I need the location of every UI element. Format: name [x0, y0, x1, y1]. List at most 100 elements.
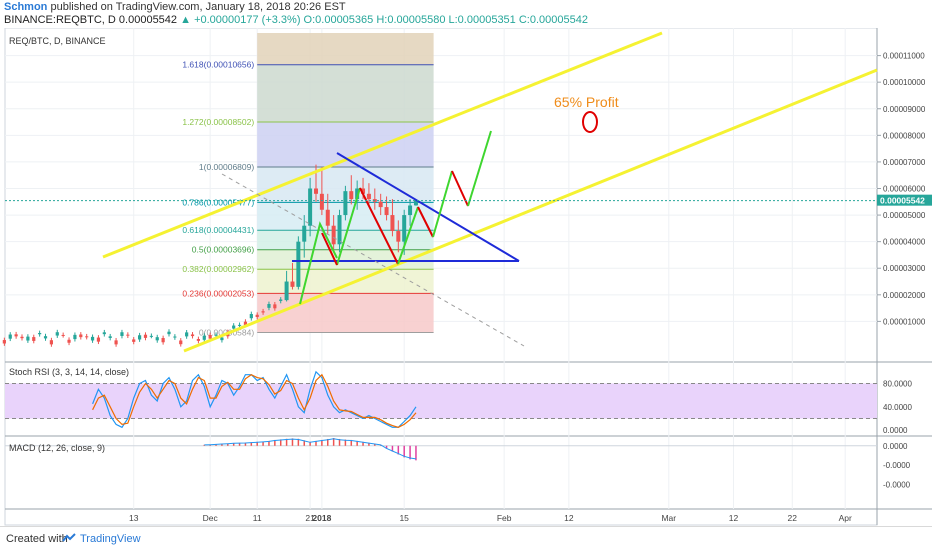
- candle-body: [384, 207, 389, 216]
- green-up-leg-3: [397, 206, 419, 265]
- historic-candle-body: [26, 336, 30, 341]
- channel-lower-line[interactable]: [183, 68, 878, 353]
- candle-body: [408, 205, 413, 216]
- stoch-band-fill: [5, 383, 877, 419]
- time-tick-label: 2018: [312, 513, 331, 523]
- candlestick-series: [284, 164, 418, 302]
- channel-upper-line[interactable]: [102, 31, 663, 259]
- green-up-leg-5: [467, 130, 492, 207]
- historic-candle-body: [249, 314, 253, 319]
- historic-candle-body: [161, 338, 165, 343]
- header-bar: Schmon published on TradingView.com, Jan…: [0, 0, 932, 28]
- profit-circle-marker: [582, 111, 598, 133]
- trend-guide-dashed: [221, 173, 525, 347]
- stoch-tick-label: 0.0000: [883, 426, 908, 435]
- price-tick-label: 0.00010000: [883, 78, 926, 87]
- stoch-series-line-2: [92, 373, 417, 428]
- macd-title: MACD (12, 26, close, 9): [9, 443, 105, 453]
- triangle-upper-line[interactable]: [336, 152, 520, 262]
- publish-info: published on TradingView.com, January 18…: [50, 1, 346, 13]
- time-tick-label: Dec: [203, 513, 219, 523]
- price-tick-label: 0.00002000: [883, 291, 926, 300]
- fib-level-label-0.236: 0.236(0.00002053): [182, 288, 254, 298]
- historic-candle-body: [261, 311, 265, 313]
- candle-body: [390, 215, 395, 232]
- red-down-leg-1: [321, 232, 338, 266]
- price-tick-label: 0.00006000: [883, 184, 926, 193]
- candle-body: [413, 200, 418, 206]
- price-tick-label: 0.00003000: [883, 264, 926, 273]
- stoch-rsi-pane[interactable]: 80.0000 40.0000 0.0000: [5, 370, 912, 435]
- historic-candle-body: [190, 334, 195, 337]
- time-tick-label: 22: [788, 513, 798, 523]
- fib-level-label-1: 1(0.00006809): [199, 162, 254, 172]
- historic-candle-body: [38, 333, 42, 335]
- historic-candle-body: [143, 334, 148, 338]
- candle-body: [402, 215, 407, 242]
- historic-candle-body: [90, 336, 95, 341]
- fib-level-label-0.618: 0.618(0.00004431): [182, 225, 254, 235]
- candle-body: [314, 188, 318, 194]
- chart-canvas[interactable]: 0(0.00000584)0.236(0.00002053)0.382(0.00…: [0, 28, 932, 526]
- time-tick-label: Apr: [839, 513, 852, 523]
- macd-pane[interactable]: 0.0000 -0.0000 -0.0000: [5, 438, 911, 490]
- footer-bar: Created with TradingView: [0, 526, 932, 551]
- fib-level-label-0.382: 0.382(0.00002962): [182, 264, 254, 274]
- red-down-leg-4: [451, 170, 469, 207]
- drawings-layer[interactable]: 65% Profit: [102, 31, 878, 353]
- candle-body: [302, 225, 307, 242]
- candle-body: [319, 193, 324, 210]
- ohlc-line: BINANCE:REQBTC, D 0.00005542 ▲ +0.000001…: [4, 14, 588, 26]
- historic-candle-body: [32, 337, 36, 341]
- historic-candle-body: [79, 334, 83, 338]
- historic-candle-body: [43, 336, 48, 339]
- candle-body: [378, 201, 383, 208]
- main-pane-title: REQ/BTC, D, BINANCE: [9, 36, 106, 46]
- historic-candle-body: [220, 337, 224, 341]
- tradingview-brand[interactable]: TradingView: [80, 533, 141, 545]
- price-axis[interactable]: 0.00011000 0.00010000 0.00009000 0.00008000…: [877, 52, 926, 327]
- historic-candle-body: [61, 334, 65, 336]
- historic-candle-body: [102, 332, 106, 335]
- macd-tick-label: -0.0000: [883, 461, 911, 470]
- historic-candle-body: [138, 335, 142, 340]
- historic-candle-body: [255, 314, 259, 318]
- candle-body: [284, 281, 289, 301]
- historic-candle-body: [132, 339, 136, 342]
- fib-zone-0.382: [257, 249, 434, 270]
- current-price-label: 0.00005542: [880, 196, 925, 206]
- historic-candle-body: [126, 334, 130, 336]
- fib-zone-0: [257, 293, 434, 333]
- historic-candle-body: [2, 340, 6, 344]
- price-tick-label: 0.00007000: [883, 158, 926, 167]
- candle-body: [396, 231, 401, 242]
- historic-candle-body: [173, 336, 177, 338]
- chart-frame: [4, 28, 932, 526]
- price-tick-label: 0.00008000: [883, 131, 926, 140]
- stoch-tick-label: 80.0000: [883, 379, 912, 388]
- historic-candle-body: [214, 334, 218, 336]
- historic-candle-body: [279, 299, 283, 301]
- historic-candle-body: [167, 331, 171, 335]
- created-with-label: Created with: [6, 533, 68, 545]
- historic-candle-body: [155, 337, 159, 341]
- time-tick-label: Mar: [661, 513, 676, 523]
- author-name[interactable]: Schmon: [4, 1, 48, 13]
- price-tick-label: 0.00011000: [883, 52, 925, 61]
- fib-level-label-1.618: 1.618(0.00010656): [182, 60, 254, 70]
- stoch-series-line-1: [92, 370, 417, 429]
- candle-body: [290, 281, 295, 287]
- historic-candle-body: [85, 336, 89, 338]
- price-tick-label: 0.00001000: [883, 317, 926, 326]
- profit-annotation: 65% Profit: [554, 94, 619, 110]
- historic-candle-body: [196, 339, 200, 341]
- time-tick-label: 12: [564, 513, 574, 523]
- fib-zone-0.236: [257, 269, 434, 294]
- time-tick-label: 13: [129, 513, 139, 523]
- ohlc-values: O:0.00005365 H:0.00005580 L:0.00005351 C…: [303, 14, 588, 26]
- price-tick-label: 0.00009000: [883, 105, 926, 114]
- historic-candle-body: [114, 340, 118, 345]
- stoch-tick-label: 40.0000: [883, 403, 912, 412]
- historic-candle-body: [49, 340, 53, 345]
